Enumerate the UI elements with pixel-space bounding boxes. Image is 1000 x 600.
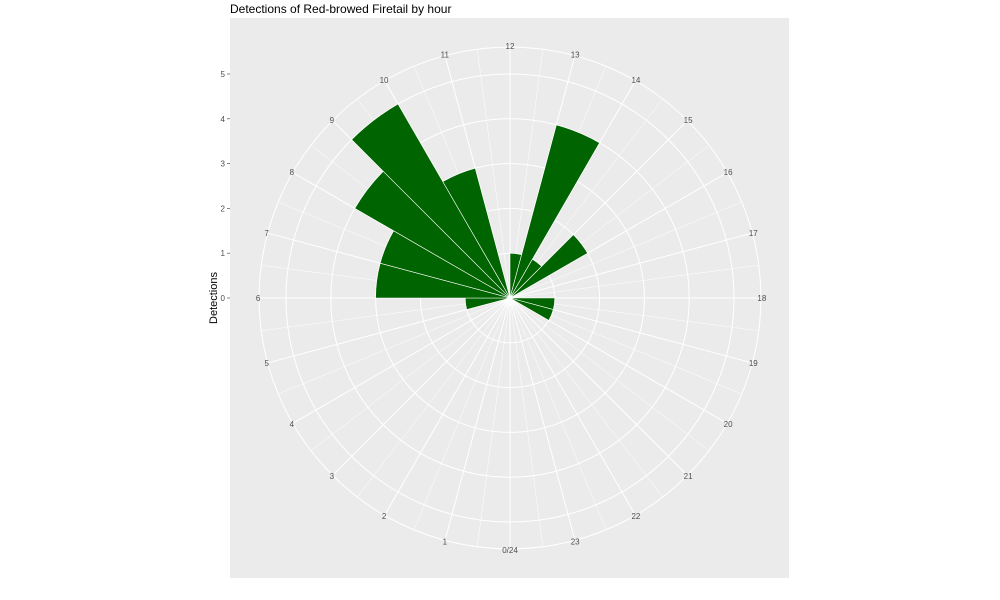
major-spoke: [509, 297, 636, 516]
major-spoke: [509, 232, 753, 299]
bar-hour-9: [351, 103, 511, 299]
angle-tick-label: 12: [506, 42, 515, 51]
major-spoke: [509, 297, 688, 476]
bar-hour-15: [509, 234, 589, 299]
angle-tick-label: 3: [330, 472, 335, 481]
chart-title: Detections of Red-browed Firetail by hou…: [230, 2, 452, 16]
minor-spoke: [509, 297, 607, 530]
angle-tick-label: 6: [256, 294, 261, 303]
angle-tick-label: 16: [724, 168, 733, 177]
angle-tick-label: 13: [571, 51, 580, 60]
radial-tick-label: 1: [221, 249, 226, 258]
angle-tick-label: 19: [749, 359, 758, 368]
minor-spoke: [477, 49, 511, 299]
angle-tick-label: 21: [684, 472, 693, 481]
bar-hour-19: [509, 297, 554, 321]
minor-spoke: [509, 297, 543, 547]
minor-spoke: [413, 297, 511, 530]
radial-tick-label: 0: [221, 294, 226, 303]
angle-tick-label: 17: [749, 229, 758, 238]
angle-tick-label: 7: [264, 229, 269, 238]
bar-hour-10: [442, 167, 511, 299]
angle-tick-label: 14: [631, 76, 640, 85]
major-spoke: [509, 297, 576, 541]
minor-spoke: [357, 297, 511, 498]
radial-tick-label: 3: [221, 160, 226, 169]
radial-tick-label: 4: [221, 115, 226, 124]
minor-spoke: [310, 297, 511, 451]
angle-tick-label: 23: [571, 537, 580, 546]
radial-gridline: [330, 118, 690, 478]
minor-spoke: [509, 201, 742, 299]
angle-tick-label: 15: [684, 116, 693, 125]
minor-spoke: [509, 297, 710, 451]
minor-spoke: [278, 297, 511, 395]
angle-tick-label: 2: [382, 512, 387, 521]
angle-tick-label: 11: [441, 51, 450, 60]
angle-tick-label: 4: [290, 420, 295, 429]
radial-tick-label: 2: [221, 204, 226, 213]
angle-tick-label: 18: [757, 294, 766, 303]
angle-tick-label: 1: [443, 537, 448, 546]
angle-tick-label: 5: [264, 359, 269, 368]
outer-gridline: [258, 46, 762, 550]
minor-spoke: [509, 297, 663, 498]
angle-tick-label: 22: [631, 512, 640, 521]
radial-gridline: [285, 73, 735, 523]
angle-tick-label: 9: [330, 116, 335, 125]
bar-hour-13: [509, 124, 601, 299]
radial-tick-label: 5: [221, 70, 226, 79]
major-spoke: [292, 297, 511, 424]
angle-tick-label: 0/24: [502, 546, 518, 555]
major-spoke: [384, 297, 511, 516]
major-spoke: [332, 297, 511, 476]
angle-tick-label: 8: [290, 168, 295, 177]
angle-tick-label: 10: [380, 76, 389, 85]
angle-tick-label: 20: [724, 420, 733, 429]
minor-spoke: [477, 297, 511, 547]
major-spoke: [444, 297, 511, 541]
minor-spoke: [509, 265, 759, 299]
